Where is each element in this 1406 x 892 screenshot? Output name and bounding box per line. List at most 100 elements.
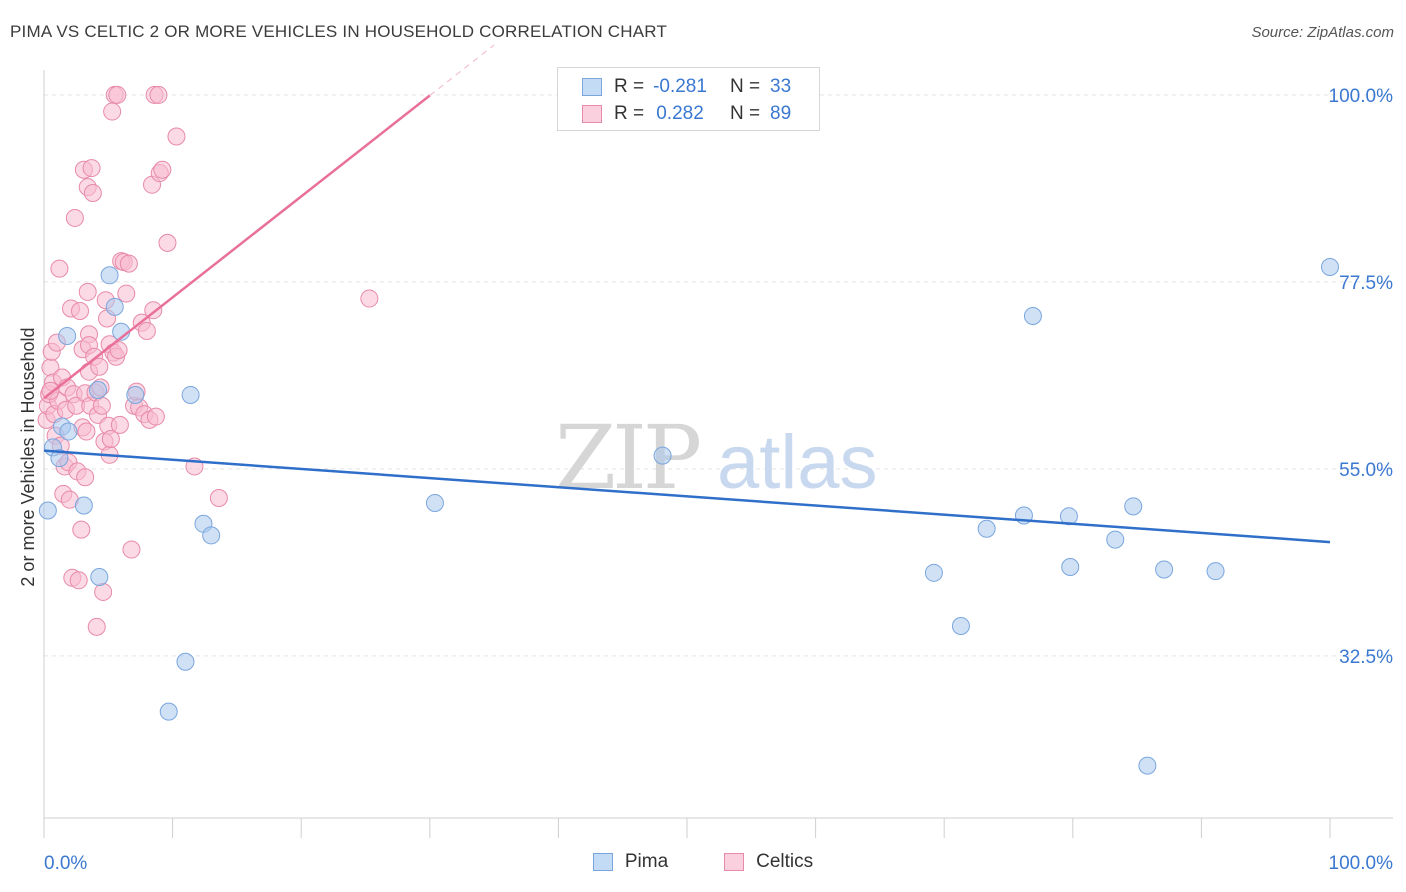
axes: [43, 70, 1393, 838]
trend-lines: [43, 44, 1331, 544]
pima-point: [1059, 507, 1078, 526]
celtics-point: [78, 282, 97, 301]
celtics-point: [167, 127, 186, 146]
pima-point: [176, 652, 195, 671]
pima-point: [159, 702, 178, 721]
pima-point: [1206, 562, 1225, 581]
pima-point: [50, 449, 69, 468]
watermark-zip: ZIP: [555, 406, 700, 509]
pima-legend-label: Pima: [624, 851, 669, 872]
r-label: R =: [614, 76, 645, 97]
celtics-trend-line: [43, 94, 431, 400]
pima-point: [181, 385, 200, 404]
pima-r-value: -0.281: [653, 76, 707, 97]
celtics-point: [122, 540, 141, 559]
celtics-point: [69, 571, 88, 590]
celtics-point: [209, 489, 228, 508]
pima-point: [1106, 530, 1125, 549]
pima-point: [74, 496, 93, 515]
celtics-point: [92, 396, 111, 415]
pima-point: [653, 446, 672, 465]
celtics-point: [83, 184, 102, 203]
celtics-point: [117, 284, 136, 303]
pima-point: [924, 563, 943, 582]
celtics-point: [72, 520, 91, 539]
legend-item-celtics: Celtics: [724, 851, 813, 873]
pima-point: [100, 266, 119, 285]
y-tick-label: 32.5%: [1339, 647, 1393, 668]
celtics-legend-swatch: [724, 853, 745, 871]
pima-point: [90, 567, 109, 586]
celtics-point: [146, 407, 165, 426]
pima-point: [105, 297, 124, 316]
n-label: N =: [730, 103, 761, 124]
celtics-point: [87, 617, 106, 636]
celtics-point: [110, 415, 129, 434]
celtics-point: [94, 582, 113, 601]
chart-title: PIMA VS CELTIC 2 OR MORE VEHICLES IN HOU…: [10, 22, 668, 41]
celtics-point: [71, 302, 90, 321]
pima-point: [1023, 307, 1042, 326]
celtics-trend-line-extension: [429, 44, 495, 96]
pima-legend-swatch: [592, 853, 613, 871]
celtics-point: [90, 357, 109, 376]
n-label: N =: [730, 76, 761, 97]
pima-point: [89, 380, 108, 399]
pima-point: [59, 422, 78, 441]
y-tick-label: 77.5%: [1339, 273, 1393, 294]
gridlines: [44, 94, 1393, 657]
pima-swatch: [582, 78, 602, 96]
celtics-point: [103, 102, 122, 121]
pima-point: [126, 385, 145, 404]
celtics-point: [108, 85, 127, 104]
celtics-point: [137, 321, 156, 340]
celtics-point: [101, 430, 120, 449]
r-label: R =: [614, 103, 645, 124]
pima-point: [1124, 497, 1143, 516]
celtics-point: [149, 85, 168, 104]
pima-trend-line: [43, 449, 1331, 544]
celtics-r-value: 0.282: [656, 103, 704, 124]
x-tick-label-max: 100.0%: [1329, 853, 1394, 874]
celtics-point: [360, 289, 379, 308]
celtics-point: [77, 422, 96, 441]
celtics-n-value: 89: [770, 103, 792, 124]
pima-point: [202, 526, 221, 545]
pima-point: [977, 519, 996, 538]
celtics-point: [153, 160, 172, 179]
x-tick-labels: 0.0% 100.0%: [44, 853, 1393, 874]
celtics-point: [65, 208, 84, 227]
pima-point: [1321, 257, 1339, 276]
legend-item-pima: Pima: [592, 851, 669, 873]
pima-n-value: 33: [770, 76, 792, 97]
celtics-point: [82, 159, 101, 178]
legend-row-pima: R = -0.281 N = 33: [582, 74, 791, 100]
source-note: Source: ZipAtlas.com: [1251, 24, 1394, 41]
celtics-point: [109, 341, 128, 360]
data-points: [37, 85, 1339, 775]
pima-point: [425, 494, 444, 513]
pima-point: [1061, 558, 1080, 577]
y-tick-label: 100.0%: [1329, 86, 1394, 107]
watermark-atlas: atlas: [717, 420, 878, 505]
series-legend: Pima Celtics: [0, 851, 1406, 873]
celtics-swatch: [582, 105, 602, 123]
pima-point: [1155, 560, 1174, 579]
watermark: ZIP atlas: [555, 406, 878, 509]
legend-row-celtics: R = 0.282 N = 89: [582, 101, 791, 127]
pima-point: [951, 617, 970, 636]
y-tick-label: 55.0%: [1339, 460, 1393, 481]
pima-point: [38, 501, 57, 520]
y-tick-labels: 32.5% 55.0% 77.5% 100.0%: [1329, 86, 1394, 668]
correlation-legend: R = -0.281 N = 33 R = 0.282 N = 89: [557, 67, 820, 131]
celtics-point: [76, 468, 95, 487]
y-axis-label: 2 or more Vehicles in Household: [18, 327, 38, 586]
x-tick-label-min: 0.0%: [44, 853, 87, 874]
celtics-legend-label: Celtics: [756, 851, 814, 872]
pima-point: [1138, 756, 1157, 775]
celtics-point: [50, 259, 69, 278]
celtics-point: [119, 254, 138, 273]
pima-point: [58, 326, 77, 345]
celtics-point: [158, 233, 177, 252]
